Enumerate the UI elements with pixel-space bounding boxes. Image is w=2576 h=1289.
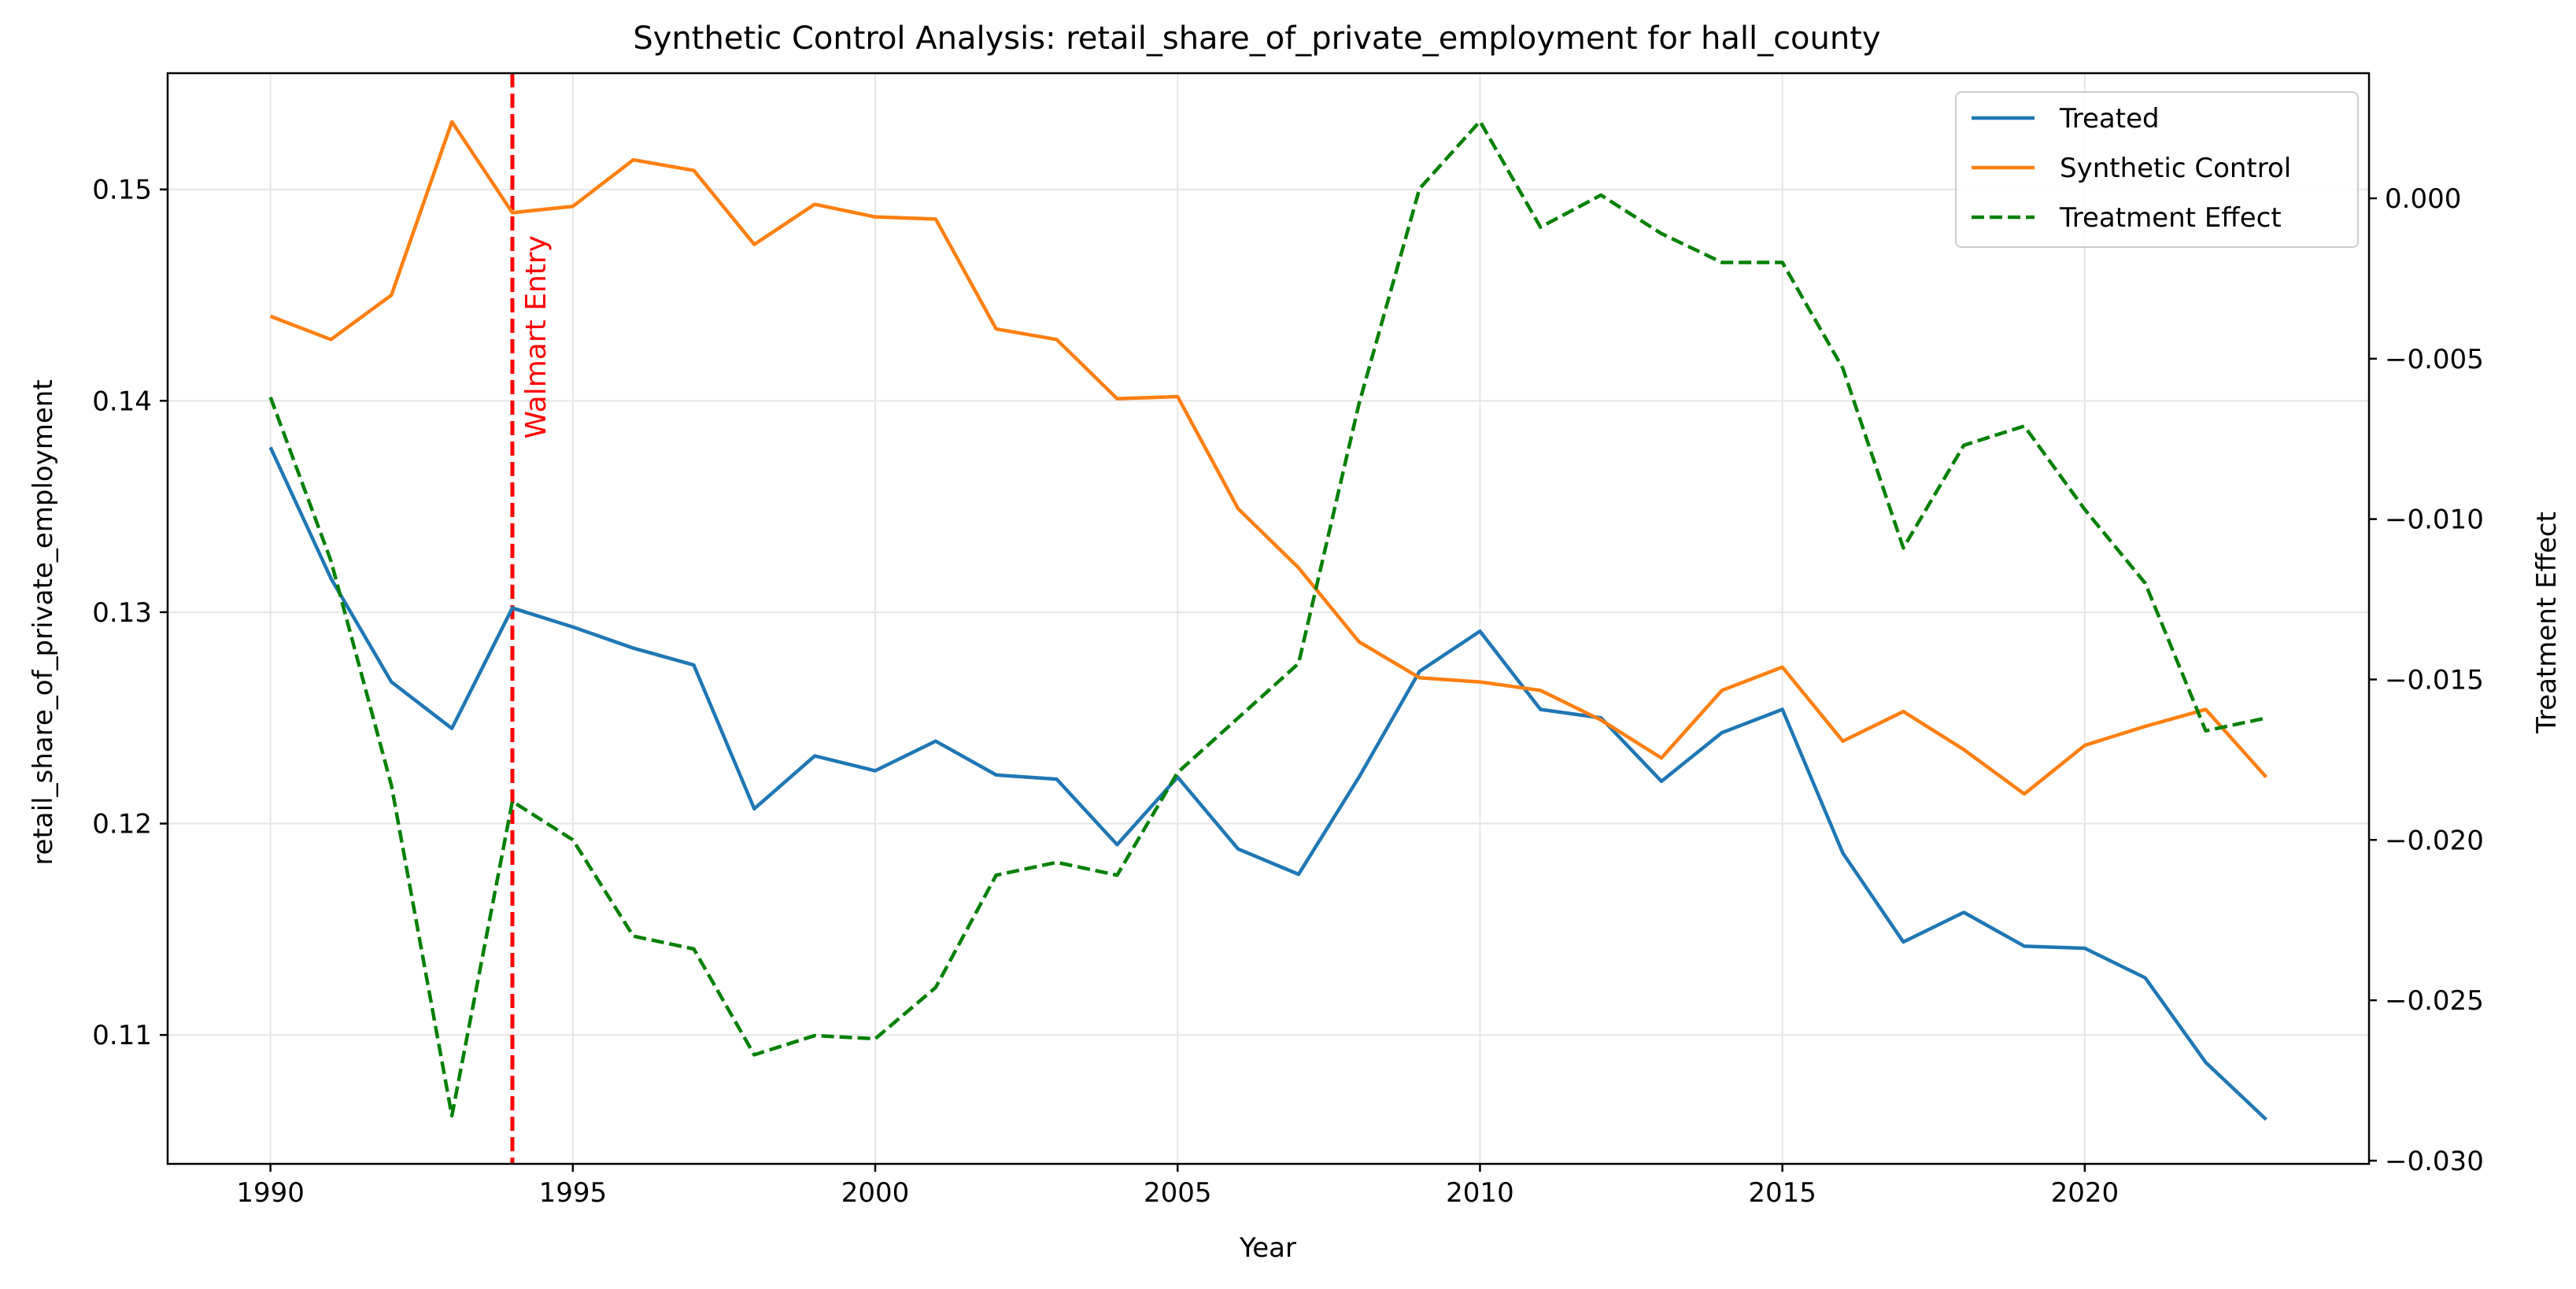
event-line-label: Walmart Entry: [520, 235, 553, 439]
series-line-synthetic-control: [269, 120, 2268, 796]
x-tick-label: 2015: [1748, 1177, 1817, 1209]
y2-tick-label: −0.030: [2385, 1146, 2484, 1177]
x-tick-label: 2000: [841, 1177, 910, 1209]
y2-tick-label: −0.015: [2385, 664, 2484, 696]
y-tick-label: 0.12: [92, 809, 152, 840]
y-tick-label: 0.11: [92, 1020, 152, 1051]
y-tick-label: 0.14: [92, 386, 152, 417]
x-axis-label: Year: [1239, 1232, 1296, 1264]
legend-label: Synthetic Control: [2060, 153, 2291, 184]
series-line-treated: [268, 446, 2267, 1121]
y-tick-label: 0.13: [92, 597, 152, 629]
legend-label: Treated: [2059, 103, 2160, 135]
y2-tick-label: −0.005: [2385, 344, 2484, 375]
plot-frame: [166, 72, 2371, 1165]
event-layer: Walmart Entry: [510, 73, 553, 1164]
legend-layer: Treated Synthetic Control Treatment Effect: [1955, 91, 2359, 248]
series-layer: [268, 119, 2268, 1121]
y-axis-label: retail_share_of_private_employment: [28, 379, 59, 865]
y2-tick-label: −0.025: [2385, 985, 2484, 1017]
x-tick-label: 1990: [236, 1177, 305, 1209]
x-tick-label: 2020: [2051, 1177, 2120, 1209]
legend-label: Treatment Effect: [2059, 202, 2282, 234]
chart-title: Synthetic Control Analysis: retail_share…: [633, 20, 1880, 57]
y2-tick-label: −0.020: [2385, 825, 2484, 856]
x-tick-label: 2005: [1144, 1177, 1212, 1209]
x-tick-label: 1995: [539, 1177, 608, 1209]
axes-layer: 1990 1995 2000 2005 2010 2015 2020 0.11 0.12 0.13…: [92, 72, 2484, 1209]
grid-layer: [168, 73, 2369, 1164]
y-tick-label: 0.15: [92, 175, 152, 206]
series-line-treatment-effect: [268, 119, 2267, 1118]
y2-tick-label: 0.000: [2385, 183, 2461, 215]
x-tick-label: 2010: [1446, 1177, 1514, 1209]
y2-axis-label: Treatment Effect: [2531, 512, 2563, 734]
y2-tick-label: −0.010: [2385, 504, 2484, 536]
legend-box: [1955, 91, 2359, 248]
